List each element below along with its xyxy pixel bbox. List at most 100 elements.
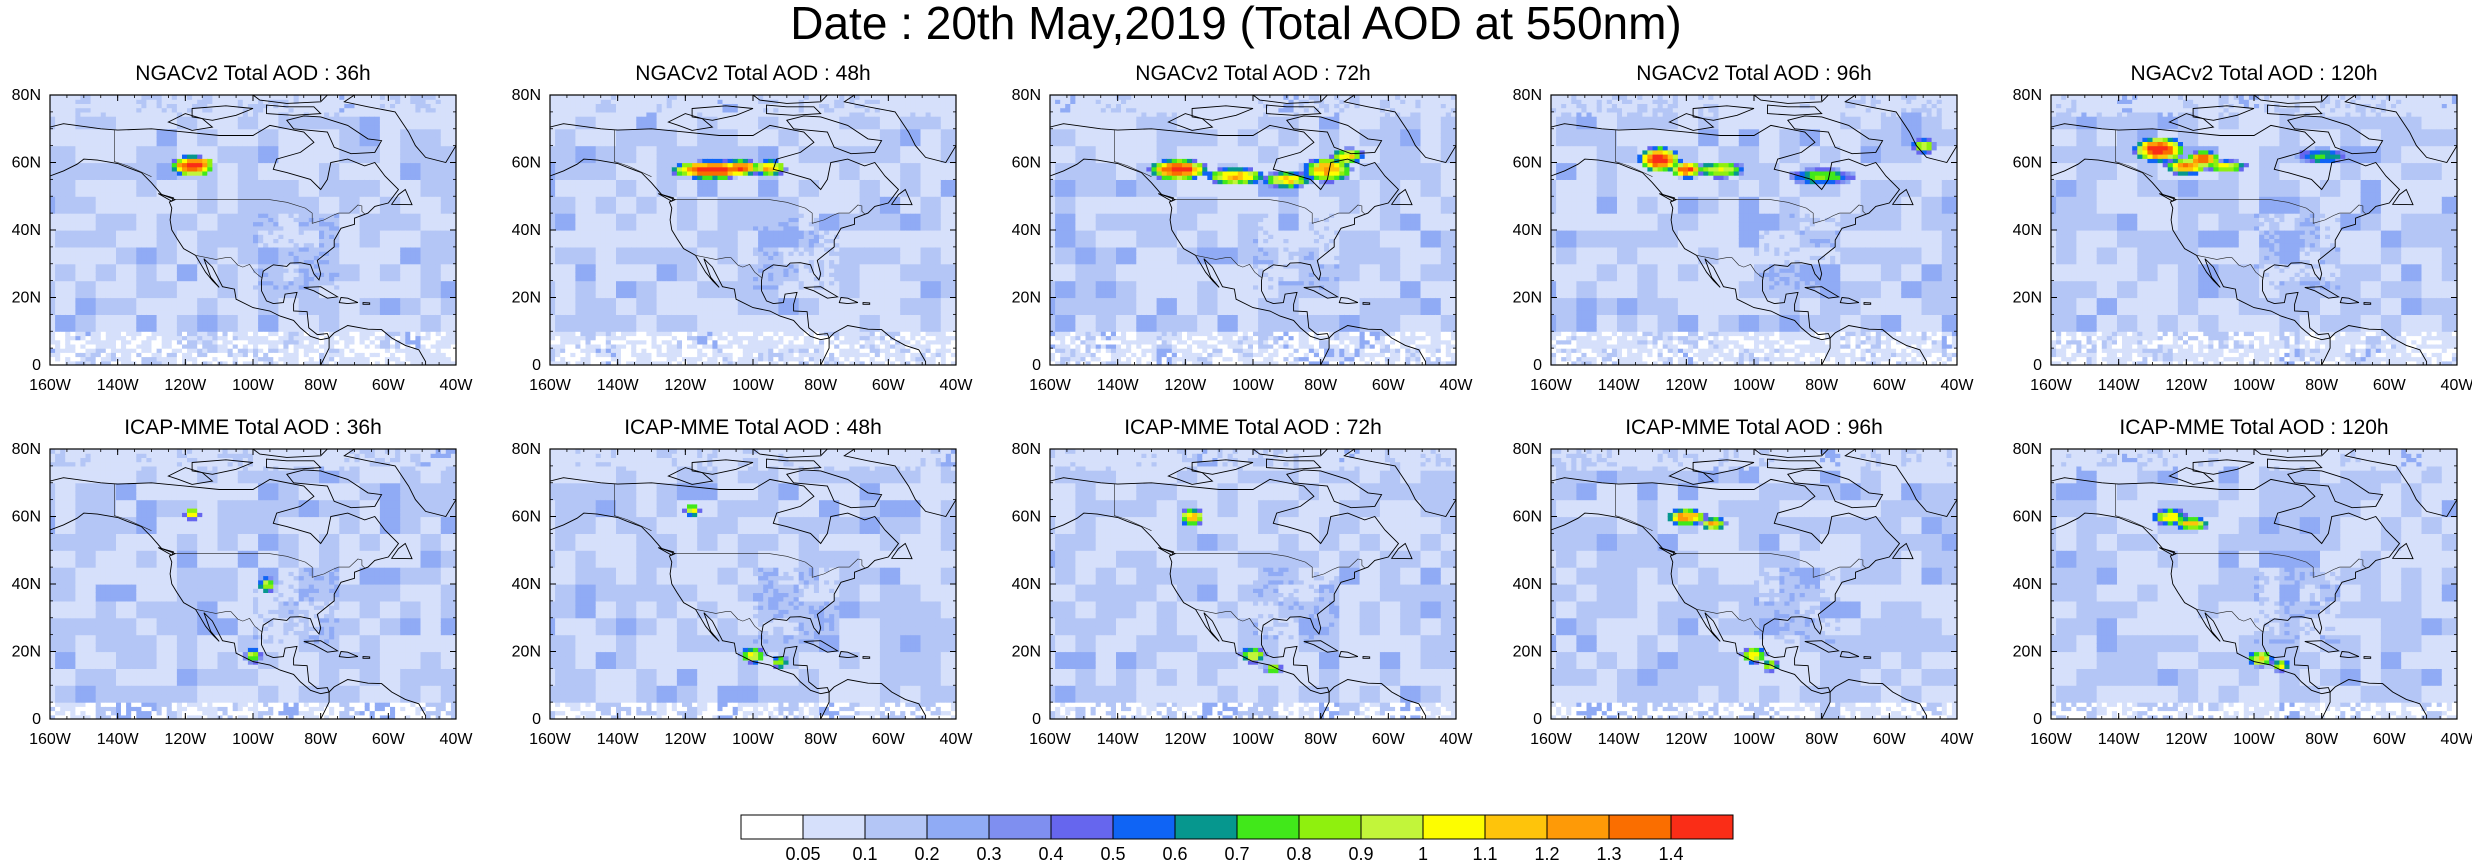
lon-tick-label: 140W [97, 731, 140, 748]
panel-title: NGACv2 Total AOD : 120h [2031, 63, 2472, 85]
lat-tick-label: 80N [12, 441, 41, 458]
lat-tick-label: 80N [12, 87, 41, 104]
lon-tick-label: 160W [1530, 377, 1573, 394]
lon-tick-label: 40W [940, 731, 974, 748]
lon-tick-label: 120W [1164, 731, 1207, 748]
lat-tick-label: 80N [2013, 441, 2042, 458]
colorbar-swatch [1671, 815, 1733, 839]
lon-tick-label: 80W [1304, 377, 1338, 394]
lat-tick-label: 0 [2033, 711, 2042, 728]
lon-tick-label: 40W [1941, 731, 1975, 748]
lon-tick-label: 60W [872, 731, 906, 748]
panel-title: ICAP-MME Total AOD : 72h [1030, 417, 1476, 439]
lon-tick-label: 140W [1598, 731, 1641, 748]
lat-tick-label: 20N [512, 644, 541, 661]
lat-tick-label: 60N [1513, 155, 1542, 172]
lon-tick-label: 100W [732, 731, 775, 748]
lon-tick-label: 120W [164, 731, 207, 748]
lon-tick-label: 80W [804, 731, 838, 748]
lon-tick-label: 160W [529, 731, 572, 748]
lat-tick-label: 40N [512, 576, 541, 593]
lat-tick-label: 40N [1513, 576, 1542, 593]
colorbar-swatch [1361, 815, 1423, 839]
colorbar-swatch [927, 815, 989, 839]
colorbar-swatch [1423, 815, 1485, 839]
lat-tick-label: 40N [2013, 576, 2042, 593]
lat-tick-label: 60N [2013, 509, 2042, 526]
lat-tick-label: 20N [1513, 644, 1542, 661]
panel-title: NGACv2 Total AOD : 96h [1531, 63, 1977, 85]
lon-tick-label: 160W [29, 731, 72, 748]
lon-tick-label: 60W [1372, 377, 1406, 394]
lon-tick-label: 80W [1304, 731, 1338, 748]
colorbar-swatches [740, 814, 1734, 840]
colorbar-swatch [989, 815, 1051, 839]
lat-tick-label: 60N [1012, 155, 1041, 172]
lon-tick-label: 40W [1941, 377, 1975, 394]
lon-tick-label: 80W [1805, 731, 1839, 748]
panel-title: ICAP-MME Total AOD : 48h [530, 417, 976, 439]
lon-tick-label: 100W [2233, 731, 2276, 748]
lon-tick-label: 120W [164, 377, 207, 394]
colorbar-swatch [1485, 815, 1547, 839]
colorbar-swatch [865, 815, 927, 839]
lon-tick-label: 160W [29, 377, 72, 394]
panel-title: ICAP-MME Total AOD : 36h [30, 417, 476, 439]
lon-tick-label: 100W [2233, 377, 2276, 394]
lat-tick-label: 40N [2013, 222, 2042, 239]
lon-tick-label: 160W [1029, 731, 1072, 748]
lon-tick-label: 140W [1598, 377, 1641, 394]
lat-tick-label: 60N [1513, 509, 1542, 526]
lat-tick-label: 0 [532, 711, 541, 728]
panel-title: NGACv2 Total AOD : 72h [1030, 63, 1476, 85]
lon-tick-label: 100W [1733, 377, 1776, 394]
lon-tick-label: 40W [440, 731, 474, 748]
lon-tick-label: 120W [1665, 731, 1708, 748]
lat-tick-label: 20N [1012, 644, 1041, 661]
lon-tick-label: 80W [2305, 377, 2339, 394]
lat-tick-label: 0 [1533, 711, 1542, 728]
panel-title: ICAP-MME Total AOD : 120h [2031, 417, 2472, 439]
lon-tick-label: 80W [804, 377, 838, 394]
colorbar-swatch [741, 815, 803, 839]
lon-tick-label: 160W [2030, 377, 2073, 394]
lon-tick-label: 60W [2373, 377, 2407, 394]
lon-tick-label: 140W [1097, 377, 1140, 394]
colorbar-swatch [1299, 815, 1361, 839]
colorbar-swatch [1237, 815, 1299, 839]
lon-tick-label: 60W [372, 377, 406, 394]
lat-tick-label: 0 [532, 357, 541, 374]
lat-tick-label: 80N [2013, 87, 2042, 104]
lat-tick-label: 60N [2013, 155, 2042, 172]
colorbar-swatch [803, 815, 865, 839]
lon-tick-label: 120W [1164, 377, 1207, 394]
panel-title: ICAP-MME Total AOD : 96h [1531, 417, 1977, 439]
lat-tick-label: 20N [12, 644, 41, 661]
lon-tick-label: 100W [232, 731, 275, 748]
lat-tick-label: 40N [1012, 222, 1041, 239]
lon-tick-label: 100W [232, 377, 275, 394]
lat-tick-label: 0 [32, 357, 41, 374]
lon-tick-label: 120W [1665, 377, 1708, 394]
lon-tick-label: 100W [1232, 377, 1275, 394]
lon-tick-label: 120W [664, 377, 707, 394]
lat-tick-label: 0 [32, 711, 41, 728]
lon-tick-label: 160W [1530, 731, 1573, 748]
lat-tick-label: 40N [1513, 222, 1542, 239]
lat-tick-label: 20N [1012, 290, 1041, 307]
lat-tick-label: 60N [12, 509, 41, 526]
colorbar-swatch [1113, 815, 1175, 839]
lat-tick-label: 40N [1012, 576, 1041, 593]
lat-tick-label: 20N [2013, 644, 2042, 661]
